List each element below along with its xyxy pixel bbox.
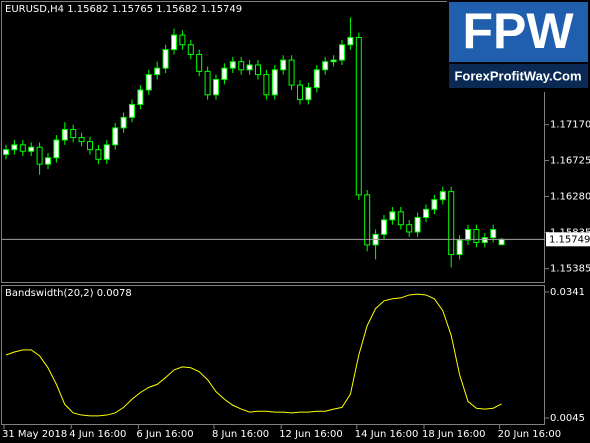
logo-band [449, 64, 588, 88]
candle-body [439, 191, 446, 201]
candle-body [280, 59, 287, 71]
candle-body [313, 69, 320, 89]
candle-body [78, 137, 85, 143]
candle-body [36, 146, 43, 165]
candle-body [229, 61, 236, 69]
indicator-panel-frame [1, 285, 545, 425]
candle-body [271, 69, 278, 96]
candle-body [339, 44, 345, 61]
candle-body [196, 53, 203, 72]
candle-body [137, 89, 144, 105]
x-tick-label: 6 Jun 16:00 [136, 429, 193, 440]
indicator-title: Bandswidth(20,2) 0.0078 [5, 288, 132, 299]
candle-body [145, 74, 152, 91]
candle-body [456, 239, 463, 256]
candle-body [347, 37, 354, 46]
y-tick-label: 0.0341 [550, 287, 585, 298]
candle-body [255, 64, 261, 76]
candle-body [129, 103, 135, 118]
candle-body [381, 219, 387, 235]
x-tick-label: 8 Jun 16:00 [212, 429, 269, 440]
candle-body [465, 229, 471, 241]
candle-body [221, 67, 228, 80]
candle-body [154, 67, 161, 76]
candle-body [448, 191, 455, 256]
logo-site: ForexProfitWay.Com [454, 68, 581, 83]
candle-body [112, 127, 119, 146]
candle-body [330, 59, 337, 63]
x-tick-label: 18 Jun 16:00 [422, 429, 486, 440]
y-tick-label: 0.0045 [550, 413, 585, 424]
candle-body [397, 211, 404, 226]
candle-body [213, 78, 219, 96]
current-price-label: 1.15749 [549, 234, 590, 245]
candle-body [28, 146, 35, 152]
candle-body [87, 141, 93, 151]
candle-body [246, 64, 253, 71]
candle-body [431, 199, 438, 210]
candle-body [355, 37, 362, 196]
candle-body [45, 157, 51, 165]
y-tick-label: 1.17170 [550, 120, 590, 131]
candle-body [95, 149, 102, 160]
candle-body [3, 149, 9, 156]
candle-body [11, 144, 18, 151]
indicator-line [5, 293, 502, 417]
candle-body [61, 128, 68, 141]
candle-body [414, 216, 421, 233]
logo: FPW ForexProfitWay.Com [447, 0, 590, 92]
logo-text: FPW [462, 3, 574, 59]
candle-body [162, 49, 169, 69]
candle-body [187, 44, 194, 55]
chart-title: EURUSD,H4 1.15682 1.15765 1.15682 1.1574… [5, 4, 242, 15]
candle-body [288, 59, 295, 86]
candle-body [103, 144, 110, 160]
candle-body [423, 208, 429, 218]
current-price-box [546, 232, 590, 247]
candle-body [53, 139, 60, 159]
candle-body [171, 34, 177, 51]
candle-body [179, 34, 186, 46]
candle-body [490, 229, 497, 239]
logo-box [449, 2, 588, 62]
y-tick-label: 1.15385 [550, 264, 590, 275]
y-tick-label: 1.16280 [550, 191, 590, 202]
main-panel-frame [1, 1, 545, 283]
candle-body [120, 116, 127, 129]
candle-body [204, 70, 211, 96]
candle-body [70, 128, 77, 139]
candle-body [389, 211, 396, 221]
candle-body [406, 224, 413, 233]
candle-body [322, 61, 329, 71]
x-tick-label: 20 Jun 16:00 [498, 429, 562, 440]
candle-body [263, 74, 270, 96]
candle-body [19, 144, 26, 152]
x-tick-label: 12 Jun 16:00 [279, 429, 343, 440]
x-tick-label: 4 Jun 16:00 [69, 429, 126, 440]
x-tick-label: 14 Jun 16:00 [355, 429, 419, 440]
candle-body [481, 237, 488, 243]
candle-body [297, 84, 303, 101]
candle-body [364, 194, 371, 246]
candle-body [498, 238, 505, 246]
y-tick-label: 1.16725 [550, 156, 590, 167]
candle-body [473, 229, 480, 243]
x-tick-label: 31 May 2018 [2, 429, 67, 440]
candle-body [238, 61, 245, 71]
candle-body [305, 87, 312, 101]
